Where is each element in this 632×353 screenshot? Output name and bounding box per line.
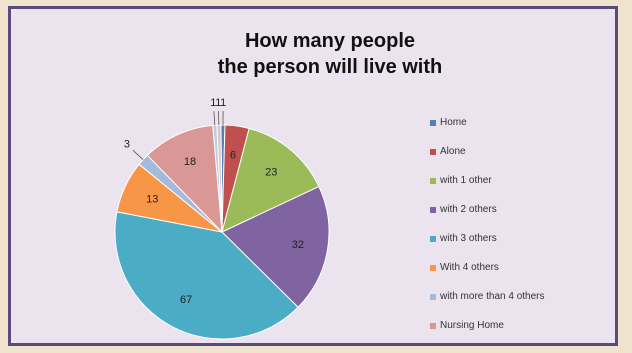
legend-swatch: [430, 177, 436, 184]
legend-item: Home: [430, 108, 545, 137]
legend-label: With 4 others: [440, 262, 499, 273]
legend-swatch: [430, 264, 436, 271]
data-label: 23: [265, 167, 277, 179]
legend-item: with 3 others: [430, 224, 545, 253]
data-label: 1: [210, 97, 216, 109]
data-label: 3: [124, 139, 130, 151]
data-label: 67: [180, 294, 192, 306]
legend-item: with 1 other: [430, 166, 545, 195]
data-label: 1: [215, 97, 221, 109]
chart-title: How many people the person will live wit…: [100, 28, 560, 80]
pie-slice: [221, 127, 320, 233]
pie-slice: [146, 124, 223, 234]
legend-item: with 2 others: [430, 195, 545, 224]
data-label: 1: [220, 97, 226, 109]
legend-swatch: [430, 293, 436, 300]
title-line-2: the person will live with: [217, 56, 443, 78]
legend-item: Alone: [430, 137, 545, 166]
legend-swatch: [430, 206, 436, 213]
legend-swatch: [430, 322, 436, 329]
legend-swatch: [430, 148, 436, 155]
legend-swatch: [430, 235, 436, 242]
legend-label: Nursing Home: [440, 320, 504, 331]
legend-swatch: [430, 119, 436, 126]
data-label: 32: [292, 239, 304, 251]
legend-label: with 1 other: [440, 175, 492, 186]
chart-legend: Home Alone with 1 other with 2 others with 3…: [430, 108, 545, 340]
legend-item: with more than 4 others: [430, 282, 545, 311]
pie-slice: [221, 185, 330, 308]
legend-label: Home: [440, 117, 467, 128]
leader-line: [132, 149, 144, 160]
legend-label: Alone: [440, 146, 466, 157]
data-label: 13: [146, 193, 158, 205]
data-label: 6: [230, 150, 236, 162]
title-line-1: How many people: [244, 30, 416, 52]
data-label: 18: [184, 156, 196, 168]
legend-label: with more than 4 others: [440, 291, 545, 302]
legend-label: with 3 others: [440, 233, 497, 244]
pie-slice: [114, 211, 299, 340]
legend-item: With 4 others: [430, 253, 545, 282]
legend-label: with 2 others: [440, 204, 497, 215]
leader-line: [213, 111, 216, 126]
legend-item: Nursing Home: [430, 311, 545, 340]
